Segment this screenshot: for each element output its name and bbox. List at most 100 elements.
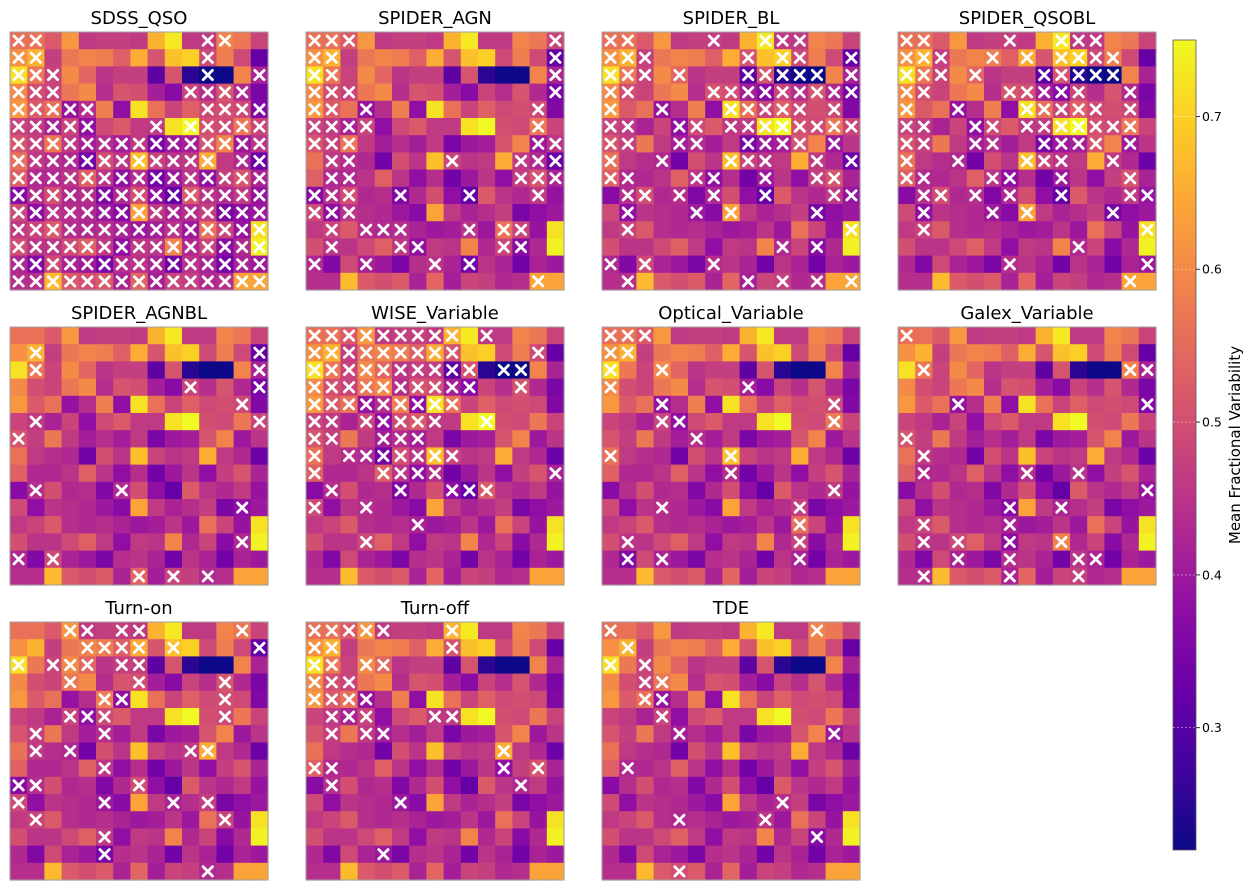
heatmap-cell bbox=[495, 49, 513, 67]
heatmap-cell bbox=[147, 759, 166, 778]
heatmap-cell bbox=[756, 221, 775, 239]
cell-marker-x bbox=[724, 120, 738, 133]
panel-frame bbox=[305, 31, 565, 291]
heatmap-cell bbox=[653, 49, 672, 67]
heatmap-cell bbox=[1001, 481, 1019, 500]
heatmap-cell bbox=[1121, 430, 1140, 448]
heatmap-cell bbox=[374, 83, 393, 102]
heatmap-cell bbox=[113, 378, 131, 397]
cell-marker-x bbox=[532, 346, 545, 359]
heatmap-cell bbox=[842, 639, 861, 657]
heatmap-cell bbox=[409, 255, 427, 274]
heatmap-cell bbox=[932, 361, 951, 380]
heatmap-cell bbox=[147, 550, 166, 569]
heatmap-cell bbox=[495, 152, 513, 171]
heatmap-cell bbox=[1052, 221, 1071, 239]
cell-marker-x bbox=[810, 120, 824, 133]
heatmap-cell bbox=[164, 759, 183, 778]
heatmap-cell bbox=[96, 567, 114, 586]
heatmap-cell bbox=[199, 378, 217, 397]
heatmap-cell bbox=[61, 447, 80, 466]
cell-marker-x bbox=[656, 676, 669, 689]
cell-marker-x bbox=[46, 86, 60, 99]
heatmap-cell bbox=[1104, 447, 1123, 466]
heatmap-cell bbox=[233, 639, 252, 657]
heatmap-cell bbox=[512, 481, 531, 500]
heatmap-cell bbox=[636, 344, 655, 362]
heatmap-cell bbox=[374, 499, 393, 517]
cell-marker-x bbox=[1072, 120, 1085, 133]
heatmap-cell bbox=[602, 845, 620, 864]
heatmap-cell bbox=[1052, 395, 1071, 414]
heatmap-cell bbox=[1087, 464, 1105, 483]
heatmap-cell bbox=[409, 567, 427, 586]
cell-marker-x bbox=[463, 223, 476, 236]
panel-title: SPIDER_QSOBL bbox=[959, 8, 1095, 29]
heatmap-cell bbox=[529, 378, 548, 397]
heatmap-cell bbox=[113, 447, 131, 466]
cell-marker-x bbox=[377, 658, 390, 672]
heatmap-cell bbox=[182, 673, 200, 692]
heatmap-cell bbox=[898, 272, 916, 291]
heatmap-cell bbox=[636, 395, 655, 414]
heatmap-cell bbox=[61, 567, 80, 586]
heatmap-cell bbox=[460, 238, 479, 257]
heatmap-cell bbox=[96, 862, 114, 881]
heatmap-cell bbox=[705, 430, 723, 448]
cell-marker-x bbox=[325, 415, 338, 428]
cell-marker-x bbox=[604, 346, 617, 359]
cell-marker-x bbox=[1072, 467, 1085, 480]
heatmap-cell bbox=[739, 673, 758, 692]
cell-marker-x bbox=[1003, 189, 1016, 202]
heatmap-cell bbox=[1121, 481, 1140, 500]
heatmap-cell bbox=[949, 32, 968, 50]
heatmap-cell bbox=[409, 481, 427, 500]
heatmap-cell bbox=[602, 204, 620, 222]
heatmap-cell bbox=[216, 516, 235, 534]
panel-turn-on: Turn-on bbox=[9, 598, 269, 881]
heatmap-cell bbox=[932, 395, 951, 414]
heatmap-cell bbox=[409, 690, 427, 709]
heatmap-cell bbox=[233, 708, 252, 726]
heatmap-cell bbox=[1104, 186, 1123, 205]
cell-marker-x bbox=[776, 275, 789, 288]
cell-marker-x bbox=[1003, 501, 1016, 514]
heatmap-cell bbox=[130, 378, 149, 397]
heatmap-cell bbox=[392, 811, 410, 829]
heatmap-cell bbox=[182, 516, 200, 534]
heatmap-cell bbox=[495, 862, 513, 881]
heatmap-cell bbox=[495, 447, 513, 466]
cell-marker-x bbox=[428, 329, 442, 342]
heatmap-cell bbox=[774, 327, 792, 345]
heatmap-cell bbox=[392, 656, 410, 675]
heatmap-cell bbox=[1001, 413, 1019, 431]
heatmap-cell bbox=[688, 361, 706, 380]
heatmap-cell bbox=[825, 66, 844, 85]
cell-marker-x bbox=[218, 223, 232, 236]
heatmap-cell bbox=[898, 550, 916, 569]
cell-marker-x bbox=[446, 624, 459, 637]
cell-marker-x bbox=[167, 137, 180, 150]
heatmap-cell bbox=[113, 533, 131, 552]
heatmap-cell bbox=[602, 430, 620, 448]
heatmap-cell bbox=[1052, 272, 1071, 291]
heatmap-cell bbox=[478, 221, 496, 239]
heatmap-cell bbox=[1035, 550, 1054, 569]
heatmap-cell bbox=[670, 169, 689, 188]
heatmap-cell bbox=[113, 794, 131, 812]
heatmap-cell bbox=[808, 533, 827, 552]
heatmap-cell bbox=[426, 811, 445, 829]
panel-galex-variable: Galex_Variable bbox=[897, 303, 1157, 586]
heatmap-cell bbox=[602, 828, 620, 847]
cell-marker-x bbox=[1038, 120, 1051, 133]
heatmap-cell bbox=[164, 845, 183, 864]
heatmap-cell bbox=[825, 378, 844, 397]
heatmap-cell bbox=[705, 828, 723, 847]
heatmap-cell bbox=[932, 32, 951, 50]
heatmap-cell bbox=[932, 272, 951, 291]
heatmap-cell bbox=[460, 447, 479, 466]
heatmap-cell bbox=[130, 118, 149, 136]
heatmap-cell bbox=[636, 533, 655, 552]
heatmap-cell bbox=[233, 327, 252, 345]
heatmap-cell bbox=[705, 516, 723, 534]
